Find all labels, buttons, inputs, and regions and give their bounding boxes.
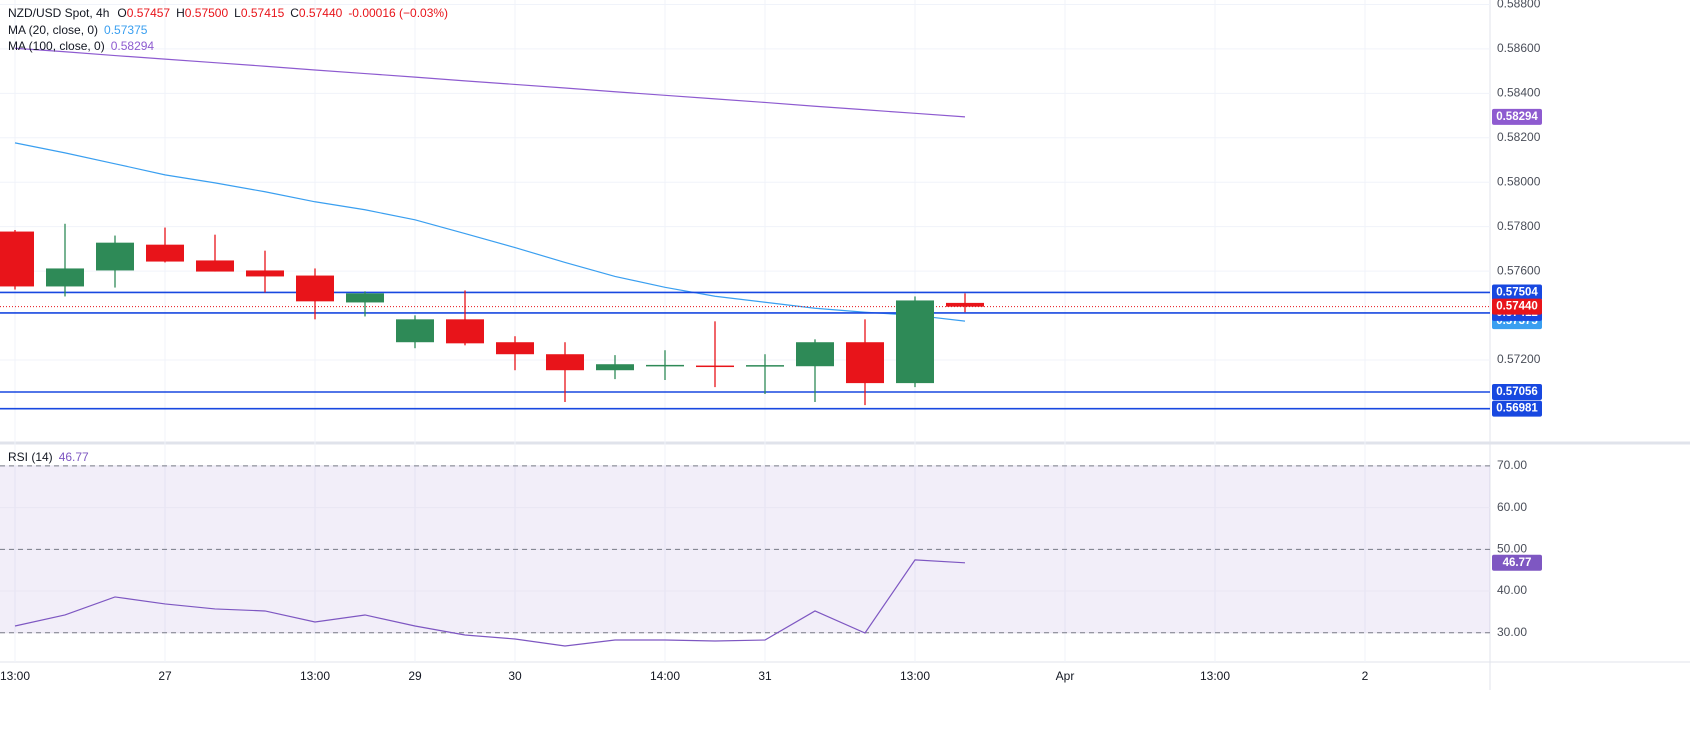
level-price-label: 0.57504 [1496,286,1538,298]
y-tick-label: 0.57200 [1497,352,1541,366]
change: -0.00016 (−0.03%) [348,6,448,20]
y-tick-label: 0.58200 [1497,130,1541,144]
candle-body [246,270,284,277]
x-tick-label: 29 [408,669,422,683]
level-price-label: 0.56981 [1496,403,1538,415]
candle-body [546,354,584,371]
ma-line [14,142,966,322]
y-tick-label: 0.57600 [1497,263,1541,277]
x-tick-label: 13:00 [300,669,330,683]
y-tick-label: 0.58600 [1497,41,1541,55]
ma-price-label: 0.58294 [1496,111,1538,123]
rsi-title: RSI (14) [8,450,53,464]
level-price-label: 0.57056 [1496,386,1538,398]
candle-body [846,342,884,384]
candle-body [0,231,34,287]
last-price-label-box [1492,298,1542,315]
y-tick-label: 0.58000 [1497,174,1541,188]
ohlc-value: 0.57500 [185,6,229,20]
candle-body [646,364,684,367]
level-price-label-box [1492,384,1542,400]
ohlc-value: 0.57415 [241,6,285,20]
ma-legend-name: MA (100, close, 0) [8,39,105,53]
y-tick-label: 0.57800 [1497,219,1541,233]
rsi-legend: RSI (14) 46.77 [8,450,89,464]
ma-legend-name: MA (20, close, 0) [8,23,98,37]
candle-body [396,319,434,343]
ohlc-key: L [234,6,241,20]
candle-body [146,244,184,262]
header: NZD/USD Spot, 4h O0.57457 H0.57500 L0.57415… [8,6,448,20]
candle-body [446,319,484,344]
ohlc-value: 0.57440 [299,6,343,20]
ma-legend: MA (100, close, 0) 0.58294 [8,39,154,53]
y-tick-label: 30.00 [1497,625,1527,639]
ma-legend-value: 0.58294 [111,39,155,53]
y-tick-label: 0.58800 [1497,0,1541,11]
y-tick-label: 50.00 [1497,541,1527,555]
candle-body [346,293,384,303]
ohlc-value: 0.57457 [127,6,171,20]
ohlc-key: O [117,6,126,20]
ma-price-label-box [1492,108,1542,125]
candle-body [46,268,84,287]
footer [0,690,1690,746]
symbol-title: NZD/USD Spot, 4h [8,6,109,20]
candle-body [196,260,234,272]
rsi-value-label-box [1492,554,1542,571]
candle-body [796,342,834,367]
candle-body [746,365,784,367]
candle-body [696,365,734,368]
candle-body [496,342,534,355]
level-price-label-box [1492,400,1542,417]
x-tick-label: 14:00 [650,669,680,683]
y-tick-label: 40.00 [1497,583,1527,597]
rsi-line [14,559,966,647]
rsi-legend-value: 46.77 [59,450,89,464]
x-tick-label: 27 [158,669,172,683]
ohlc-key: H [176,6,185,20]
ma-line [14,47,966,118]
ma-legend: MA (20, close, 0) 0.57375 [8,23,148,37]
candle-body [946,302,984,307]
rsi-value-label: 46.77 [1503,557,1532,569]
x-tick-label: 13:00 [0,669,30,683]
last-price-label: 0.57440 [1496,301,1538,313]
x-tick-label: 13:00 [1200,669,1230,683]
candle-body [896,300,934,384]
x-tick-label: Apr [1056,669,1075,683]
level-price-label-box [1492,284,1542,301]
y-tick-label: 60.00 [1497,500,1527,514]
candle-body [96,242,134,271]
x-tick-label: 30 [508,669,522,683]
y-tick-label: 0.58400 [1497,86,1541,100]
x-tick-label: 31 [758,669,772,683]
candle-body [596,364,634,371]
y-tick-label: 70.00 [1497,458,1527,472]
ma-legend-value: 0.57375 [104,23,148,37]
x-tick-label: 13:00 [900,669,930,683]
x-tick-label: 2 [1362,669,1369,683]
ohlc-key: C [290,6,299,20]
candle-body [296,275,334,302]
